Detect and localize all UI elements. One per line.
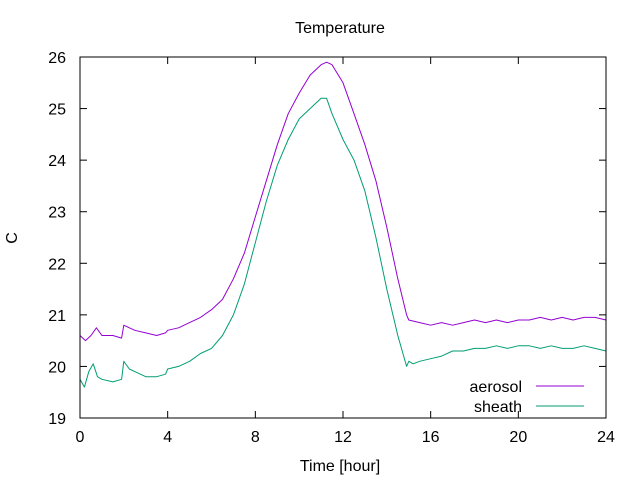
series-line-aerosol	[79, 61, 607, 342]
x-tick-label: 0	[76, 429, 85, 446]
x-tick-label: 20	[509, 429, 527, 446]
y-tick-label: 19	[48, 411, 66, 428]
chart-title: Temperature	[295, 20, 385, 37]
y-tick-label: 26	[48, 50, 66, 67]
x-tick-label: 12	[334, 429, 352, 446]
legend-label-aerosol: aerosol	[470, 379, 522, 396]
y-tick-label: 21	[48, 308, 66, 325]
x-tick-label: 4	[163, 429, 172, 446]
y-tick-label: 20	[48, 359, 66, 376]
legend: aerosol sheath	[470, 379, 584, 416]
y-axis-label: C	[4, 232, 21, 244]
y-tick-label: 25	[48, 102, 66, 119]
series-line-sheath	[79, 97, 607, 388]
x-tick-label: 8	[251, 429, 260, 446]
x-tick-label: 16	[422, 429, 440, 446]
plot-frame	[79, 56, 607, 419]
y-tick-label: 23	[48, 205, 66, 222]
x-axis-label: Time [hour]	[300, 458, 380, 475]
axis-ticks: 0 4 8 12 16 20 24 19 20 21 22 23 24 25 26	[48, 50, 615, 446]
y-tick-label: 24	[48, 153, 66, 170]
legend-label-sheath: sheath	[474, 399, 522, 416]
x-tick-label: 24	[597, 429, 615, 446]
series-lines	[79, 61, 607, 388]
y-tick-label: 22	[48, 256, 66, 273]
